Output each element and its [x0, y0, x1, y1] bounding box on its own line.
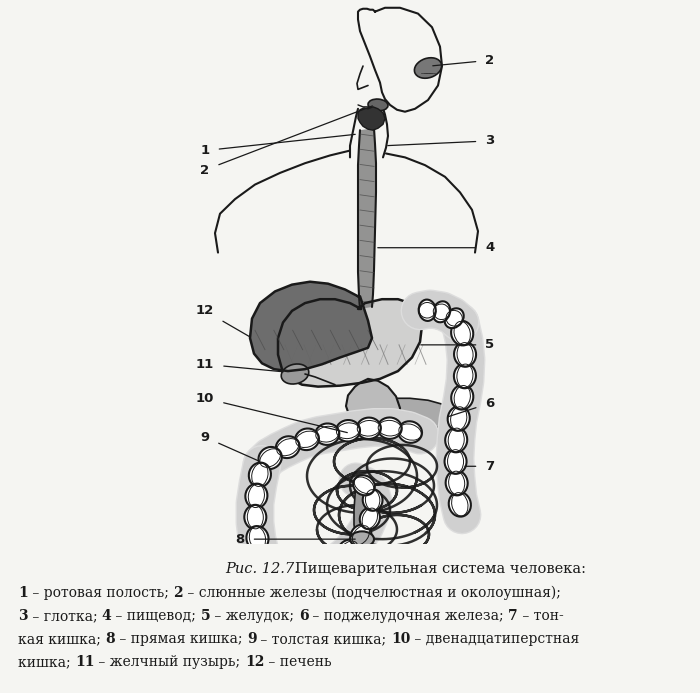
Ellipse shape [368, 99, 388, 111]
Polygon shape [358, 547, 362, 561]
Text: – глотка;: – глотка; [27, 609, 101, 623]
Text: 4: 4 [102, 609, 111, 623]
Text: 7: 7 [508, 609, 518, 623]
Text: – тон-: – тон- [518, 609, 564, 623]
Text: – прямая кишка;: – прямая кишка; [115, 632, 246, 646]
Text: – слюнные железы (подчелюстная и околоушная);: – слюнные железы (подчелюстная и околоуш… [183, 586, 561, 600]
Text: 3: 3 [18, 609, 27, 623]
Ellipse shape [357, 418, 381, 439]
Ellipse shape [351, 525, 371, 546]
Ellipse shape [281, 364, 309, 384]
Ellipse shape [398, 421, 422, 443]
Ellipse shape [350, 532, 374, 547]
Text: 11: 11 [196, 358, 284, 372]
Ellipse shape [276, 437, 300, 458]
Text: – желчный пузырь;: – желчный пузырь; [94, 655, 245, 669]
Ellipse shape [452, 385, 473, 410]
Text: 1: 1 [18, 586, 28, 600]
Text: 12: 12 [196, 304, 250, 337]
Text: 5: 5 [421, 338, 495, 351]
Ellipse shape [258, 447, 282, 469]
Text: – ротовая полость;: – ротовая полость; [28, 586, 173, 600]
Text: 6: 6 [447, 396, 495, 417]
Text: 2: 2 [433, 54, 495, 67]
Ellipse shape [454, 364, 476, 388]
Ellipse shape [448, 406, 470, 431]
Text: кая кишка;: кая кишка; [18, 632, 105, 646]
Ellipse shape [433, 301, 450, 322]
Text: 9: 9 [246, 632, 256, 646]
Ellipse shape [360, 507, 380, 529]
Ellipse shape [295, 428, 319, 450]
Ellipse shape [446, 471, 468, 495]
Text: кишка;: кишка; [18, 655, 75, 669]
Text: 11: 11 [75, 655, 94, 669]
Text: Рис. 12.7.: Рис. 12.7. [225, 562, 299, 576]
Ellipse shape [354, 475, 374, 495]
Ellipse shape [248, 463, 271, 487]
Ellipse shape [304, 561, 327, 580]
Text: 9: 9 [200, 430, 260, 462]
Ellipse shape [454, 342, 476, 367]
Polygon shape [278, 299, 422, 387]
Text: – пищевод;: – пищевод; [111, 609, 201, 623]
Ellipse shape [336, 420, 360, 441]
Text: 7: 7 [465, 459, 495, 473]
Ellipse shape [338, 540, 359, 561]
Text: 5: 5 [201, 609, 210, 623]
Polygon shape [346, 379, 400, 437]
Text: 12: 12 [245, 655, 265, 669]
Text: 8: 8 [105, 632, 115, 646]
Ellipse shape [244, 505, 266, 529]
Polygon shape [354, 478, 370, 538]
Text: – толстая кишка;: – толстая кишка; [256, 632, 391, 646]
Text: 1: 1 [200, 134, 355, 157]
Text: 4: 4 [378, 241, 495, 254]
Polygon shape [358, 128, 376, 309]
Ellipse shape [266, 561, 288, 581]
Ellipse shape [315, 423, 340, 445]
Text: 3: 3 [388, 134, 495, 148]
Polygon shape [358, 107, 385, 130]
Ellipse shape [451, 321, 473, 345]
Ellipse shape [253, 547, 275, 570]
Ellipse shape [246, 484, 267, 508]
Ellipse shape [444, 449, 467, 474]
Text: 10: 10 [391, 632, 410, 646]
Ellipse shape [285, 564, 308, 584]
Ellipse shape [322, 552, 344, 572]
Ellipse shape [363, 489, 382, 511]
Ellipse shape [419, 299, 436, 321]
Ellipse shape [445, 428, 467, 453]
Text: – двенадцатиперстная: – двенадцатиперстная [410, 632, 580, 646]
Polygon shape [250, 282, 372, 371]
Text: 2: 2 [200, 106, 372, 177]
Text: – желудок;: – желудок; [210, 609, 299, 623]
Ellipse shape [246, 526, 269, 550]
Ellipse shape [377, 417, 402, 439]
Ellipse shape [449, 492, 471, 516]
Polygon shape [350, 398, 452, 428]
Ellipse shape [414, 58, 442, 78]
Text: – печень: – печень [265, 655, 332, 669]
Text: 8: 8 [235, 533, 355, 545]
Ellipse shape [444, 308, 463, 328]
Text: 2: 2 [173, 586, 183, 600]
Text: 6: 6 [299, 609, 308, 623]
Text: 10: 10 [196, 392, 347, 432]
Text: – поджелудочная железа;: – поджелудочная железа; [308, 609, 508, 623]
Text: Пищеварительная система человека:: Пищеварительная система человека: [295, 562, 586, 576]
